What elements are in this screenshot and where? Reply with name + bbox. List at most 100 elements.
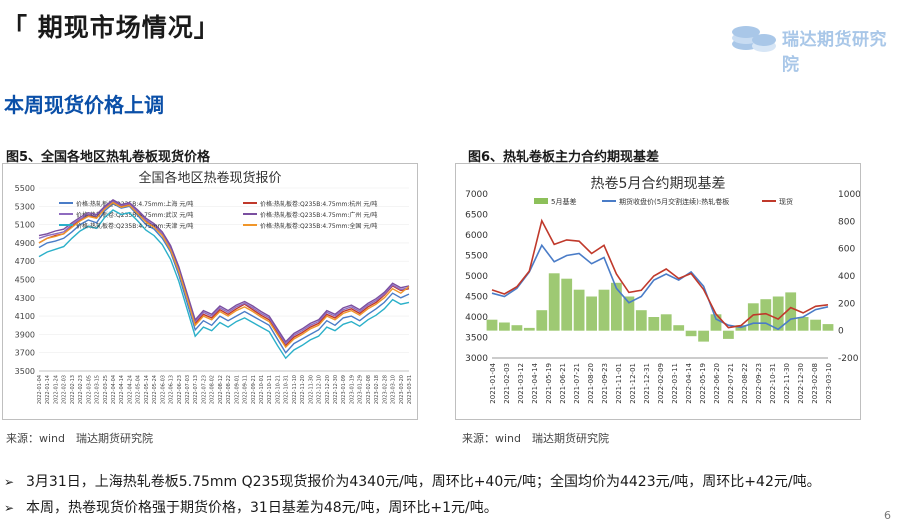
y-tick-label: 4500: [15, 276, 35, 285]
legend-label: 价格:热轧板卷:Q235B:4.75mm:上海 元/吨: [76, 200, 193, 208]
x-tick-label: 2022-12-10: [317, 375, 323, 404]
x-tick-label: 2022-11-20: [300, 375, 306, 404]
basis-bar: [511, 325, 523, 331]
arrow-bullet-icon: ➢: [4, 475, 15, 489]
arrow-bullet-icon: ➢: [4, 501, 15, 515]
x-tick-label: 2023-02-08: [366, 375, 372, 404]
figure5-panel: 全国各地区热卷现货报价 3500 3700 3900 4100 4300 4500 4700 4…: [2, 163, 418, 420]
x-tick-label: 2022-07-21: [727, 363, 735, 404]
legend-label: 价格:热轧板卷:Q235B:4.75mm:天津 元/吨: [76, 222, 193, 230]
x-tick-label: 2021-07-21: [573, 363, 581, 404]
x-tick-label: 2023-03-31: [407, 375, 413, 404]
y2-tick-label: -200: [838, 354, 859, 364]
x-tick-label: 2022-10-11: [267, 375, 273, 404]
y-tick-label: 4100: [15, 312, 35, 321]
figure5-caption: 图5、全国各地区热轧卷板现货价格: [6, 150, 211, 165]
x-tick-label: 2022-07-23: [201, 375, 207, 404]
x-tick-label: 2021-01-04: [489, 362, 497, 403]
section-subtitle: 本周现货价格上调: [4, 93, 164, 117]
x-tick-label: 2023-03-10: [391, 375, 397, 404]
basis-bar: [499, 322, 510, 331]
x-tick-label: 2022-03-05: [86, 375, 92, 404]
x-tick-label: 2022-09-21: [251, 375, 257, 404]
x-tick-label: 2022-06-03: [160, 375, 166, 404]
y-tick-label: 4700: [15, 257, 35, 266]
y-tick-label: 3500: [15, 367, 35, 376]
x-tick-label: 2022-02-09: [657, 363, 665, 404]
basis-bar: [623, 296, 635, 331]
x-tick-label: 2022-08-22: [741, 363, 749, 404]
bullet-2-text: 本周，热卷现货价格强于期货价格，31日基差为48元/吨，周环比+1元/吨。: [26, 500, 498, 516]
y2-tick-label: 400: [838, 272, 855, 282]
legend-label: 5月基差: [551, 197, 576, 206]
y2-tick-label: 200: [838, 299, 855, 309]
legend-label: 价格:热轧板卷:Q235B:4.75mm:广州 元/吨: [260, 211, 377, 219]
x-tick-label: 2022-12-30: [797, 363, 805, 404]
x-tick-label: 2023-03-10: [825, 363, 833, 404]
x-tick-label: 2022-01-24: [53, 375, 59, 404]
x-tick-label: 2022-05-14: [144, 375, 150, 404]
x-tick-label: 2021-05-19: [545, 363, 553, 404]
x-tick-label: 2022-09-01: [234, 375, 240, 404]
series-line: [491, 218, 829, 329]
x-tick-label: 2022-10-01: [259, 375, 265, 404]
basis-bar: [673, 325, 685, 331]
y-tick-label: 3900: [15, 330, 35, 339]
x-tick-label: 2022-01-14: [45, 375, 51, 404]
x-tick-label: 2022-02-03: [62, 375, 68, 404]
x-tick-label: 2022-08-02: [210, 375, 216, 404]
basis-bar: [573, 289, 585, 331]
basis-bar: [660, 314, 672, 331]
y-tick-label: 5500: [15, 184, 35, 193]
x-tick-label: 2022-11-10: [292, 375, 298, 404]
x-tick-label: 2022-11-30: [783, 363, 791, 404]
x-tick-label: 2022-06-20: [713, 363, 721, 404]
x-tick-label: 2022-09-23: [755, 363, 763, 404]
y-tick-label: 3700: [15, 349, 35, 358]
x-tick-label: 2022-02-23: [78, 375, 84, 404]
y-tick-label: 6500: [465, 211, 488, 221]
x-tick-label: 2023-01-29: [358, 375, 364, 404]
x-tick-label: 2021-12-01: [629, 363, 637, 404]
x-tick-label: 2022-04-14: [119, 375, 125, 404]
y-tick-label: 4500: [465, 293, 488, 303]
y-tick-label: 3500: [465, 334, 488, 344]
logo-text: 瑞达期货研究院: [782, 30, 887, 75]
y-tick-label: 5300: [15, 202, 35, 211]
x-tick-label: 2022-10-31: [284, 375, 290, 404]
y2-tick-label: 1000: [838, 190, 860, 200]
figure6-source: 来源：wind 瑞达期货研究院: [462, 432, 610, 445]
chart-title: 热卷5月合约期现基差: [591, 175, 726, 192]
figure5-source: 来源：wind 瑞达期货研究院: [6, 432, 154, 445]
basis-bar: [486, 319, 498, 331]
x-tick-label: 2022-09-11: [243, 375, 249, 404]
y2-tick-label: 0: [838, 327, 844, 337]
y-tick-label: 3000: [465, 354, 488, 364]
bullet-2: ➢ 本周，热卷现货价格强于期货价格，31日基差为48元/吨，周环比+1元/吨。: [4, 497, 498, 517]
x-tick-label: 2022-10-21: [275, 375, 281, 404]
series-line: [38, 201, 410, 349]
legend-label: 期货收盘价(5月交割连续):热轧卷板: [619, 197, 729, 206]
basis-bar: [536, 310, 548, 331]
x-tick-label: 2022-08-12: [218, 375, 224, 404]
series-line: [38, 199, 410, 345]
series-line: [38, 209, 410, 360]
x-tick-label: 2022-03-11: [671, 363, 679, 404]
x-tick-label: 2022-05-04: [136, 375, 142, 404]
x-tick-label: 2022-05-24: [152, 375, 158, 404]
basis-bar: [822, 324, 834, 331]
page-title: 「 期现市场情况」: [2, 13, 220, 42]
bullet-1: ➢ 3月31日，上海热轧卷板5.75mm Q235现货报价为4340元/吨，周环比…: [4, 471, 821, 491]
x-tick-label: 2022-03-15: [95, 375, 101, 404]
y-tick-label: 5000: [465, 272, 488, 282]
x-tick-label: 2022-07-13: [193, 375, 199, 404]
x-tick-label: 2021-02-03: [503, 363, 511, 404]
x-tick-label: 2022-02-13: [70, 375, 76, 404]
series-line: [491, 243, 829, 331]
figure6-caption: 图6、热轧卷板主力合约期现基差: [468, 150, 660, 165]
y-tick-label: 4300: [15, 294, 35, 303]
x-tick-label: 2022-03-25: [103, 375, 109, 404]
x-tick-label: 2021-03-12: [517, 363, 525, 404]
x-tick-label: 2021-12-31: [643, 363, 651, 404]
logo-coins-icon: [732, 26, 776, 52]
